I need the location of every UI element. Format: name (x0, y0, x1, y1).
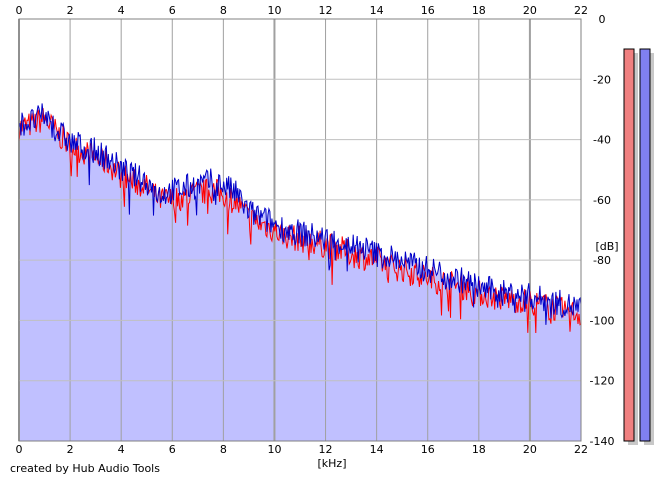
x-tick-label: 8 (220, 4, 227, 17)
y-tick-labels: 0 -20 -40 -60 -80 -100 -120 -140 (590, 13, 615, 448)
x-tick-label: 6 (169, 4, 176, 17)
y-tick-label: -80 (593, 254, 611, 267)
x-tick-label: 22 (574, 443, 588, 456)
y-tick-label: -100 (590, 314, 615, 327)
level-meter-right (639, 48, 651, 442)
spectrum-series (18, 103, 582, 334)
y-tick-label: -60 (593, 194, 611, 207)
x-tick-label: 18 (472, 4, 486, 17)
x-axis-label: [kHz] (318, 457, 347, 470)
x-tick-label: 20 (523, 443, 537, 456)
x-tick-label: 12 (319, 4, 333, 17)
level-meters (623, 48, 654, 445)
series-line-1 (18, 108, 582, 334)
x-tick-label: 20 (523, 4, 537, 17)
y-tick-label: -40 (593, 134, 611, 147)
y-tick-label: 0 (599, 13, 606, 26)
x-tick-label: 14 (370, 443, 384, 456)
x-tick-label: 16 (421, 4, 435, 17)
plot-frame (18, 18, 582, 442)
x-tick-label: 2 (67, 4, 74, 17)
credit-text: created by Hub Audio Tools (10, 462, 160, 475)
y-tick-label: -120 (590, 375, 615, 388)
level-meter-left (623, 48, 635, 442)
x-tick-label: 16 (421, 443, 435, 456)
y-axis-label: [dB] (595, 240, 618, 253)
x-tick-label: 0 (16, 4, 23, 17)
x-tick-label: 18 (472, 443, 486, 456)
x-tick-label: 8 (220, 443, 227, 456)
x-tick-label: 6 (169, 443, 176, 456)
x-tick-label: 10 (267, 443, 281, 456)
x-tick-labels-top: 0 2 4 6 8 10 12 14 16 18 20 22 (16, 4, 589, 17)
x-tick-label: 2 (67, 443, 74, 456)
x-tick-label: 10 (267, 4, 281, 17)
x-tick-label: 0 (16, 443, 23, 456)
series-line-2 (18, 103, 582, 325)
y-tick-label: -140 (590, 435, 615, 448)
x-tick-label: 22 (574, 4, 588, 17)
y-tick-label: -20 (593, 73, 611, 86)
x-tick-label: 12 (319, 443, 333, 456)
x-tick-label: 4 (118, 443, 125, 456)
x-tick-label: 4 (118, 4, 125, 17)
x-tick-label: 14 (370, 4, 384, 17)
x-tick-labels-bottom: 0 2 4 6 8 10 12 14 16 18 20 22 (16, 443, 589, 456)
